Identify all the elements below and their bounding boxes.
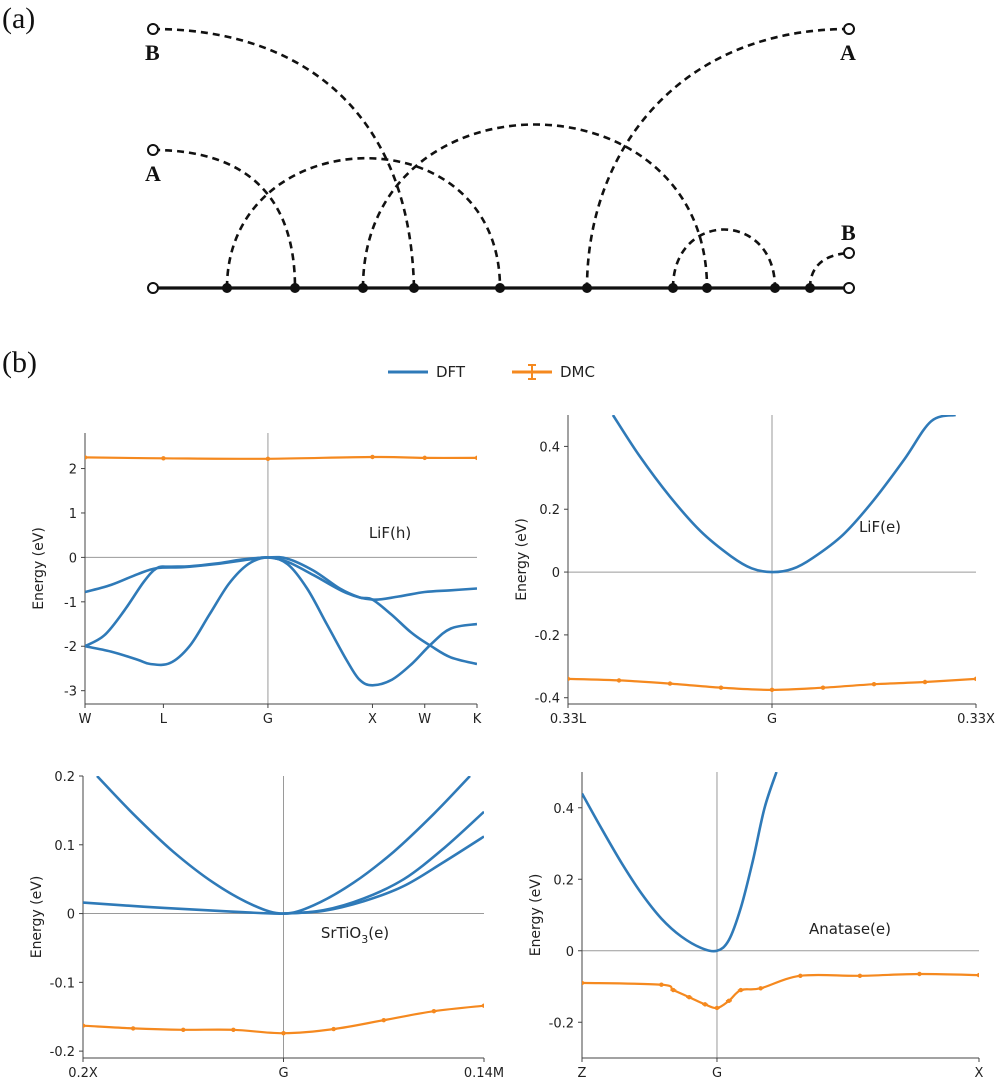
arc-a-right xyxy=(585,27,850,289)
material-label: LiF(e) xyxy=(859,518,901,536)
dmc-line xyxy=(85,455,477,460)
y-axis-title: Energy (eV) xyxy=(29,876,45,959)
y-tick-label: 0.2 xyxy=(539,503,560,518)
y-tick-label: -0.1 xyxy=(50,976,75,991)
diagram-arcs xyxy=(152,27,850,289)
plot-area xyxy=(582,772,979,1011)
port-left-mid xyxy=(147,144,159,156)
y-tick-label: 0 xyxy=(69,551,77,566)
port-left-top xyxy=(147,23,159,35)
node xyxy=(702,283,712,293)
y-axis-title: Energy (eV) xyxy=(514,518,530,601)
x-tick-label: 0.2X xyxy=(68,1066,98,1081)
port-label-right-top: A xyxy=(840,40,856,65)
x-tick-label: Z xyxy=(578,1066,587,1081)
y-tick-label: 1 xyxy=(69,507,77,522)
x-tick-label: G xyxy=(278,1066,288,1081)
y-tick-label: 0 xyxy=(67,908,75,923)
x-tick-label: G xyxy=(712,1066,722,1081)
node xyxy=(582,283,592,293)
diagram-nodes xyxy=(222,283,815,293)
arc-a-left xyxy=(152,148,297,289)
material-label-sub: 3 xyxy=(361,933,368,946)
node xyxy=(805,283,815,293)
y-tick-label: 0.1 xyxy=(54,839,75,854)
material-label: LiF(h) xyxy=(369,524,411,542)
diagram-open-ports xyxy=(147,23,855,294)
arc-b-right xyxy=(808,251,850,289)
node xyxy=(290,283,300,293)
dft-band-1 xyxy=(85,555,477,666)
panel-label-b: (b) xyxy=(2,346,37,379)
node xyxy=(222,283,232,293)
y-tick-label: -2 xyxy=(64,640,77,655)
panel-label-a: (a) xyxy=(2,2,35,35)
dft-band-0 xyxy=(582,772,778,953)
chart-srtio3-e: 0.2 0.1 0 -0.1 -0.2 0.2X G 0.14M Energy (eV) SrTi… xyxy=(29,770,504,1081)
material-label-tail: (e) xyxy=(368,924,389,942)
x-tick-label: X xyxy=(368,712,377,727)
x-tick-label: L xyxy=(160,712,168,727)
node xyxy=(770,283,780,293)
dmc-line xyxy=(582,972,979,1010)
x-tick-label: W xyxy=(79,712,92,727)
x-tick-label: X xyxy=(975,1066,984,1081)
y-tick-label: -3 xyxy=(64,685,77,700)
port-right-top xyxy=(843,23,855,35)
y-tick-label: -0.2 xyxy=(535,629,560,644)
material-label: Anatase(e) xyxy=(809,920,891,938)
y-tick-label: 0.2 xyxy=(54,770,75,785)
y-tick-label: -0.4 xyxy=(535,692,560,707)
dft-band-0 xyxy=(85,556,477,601)
arc-mid-2 xyxy=(361,123,709,289)
y-tick-label: 0 xyxy=(566,945,574,960)
legend-dmc-label: DMC xyxy=(560,363,595,381)
node xyxy=(358,283,368,293)
y-axis-title: Energy (eV) xyxy=(31,527,47,610)
y-tick-label: 0.4 xyxy=(539,440,560,455)
arc-mid-1 xyxy=(225,157,502,289)
y-tick-label: -0.2 xyxy=(50,1045,75,1060)
port-label-right-low: B xyxy=(841,220,856,245)
x-tick-label: 0.33X xyxy=(957,712,995,727)
port-right-low xyxy=(843,247,855,259)
node xyxy=(495,283,505,293)
y-tick-label: 0 xyxy=(552,566,560,581)
node xyxy=(668,283,678,293)
legend: DFT DMC xyxy=(388,363,595,381)
arc-small xyxy=(671,228,777,289)
node xyxy=(409,283,419,293)
y-tick-label: -1 xyxy=(64,596,77,611)
port-label-left-mid: A xyxy=(145,161,161,186)
y-tick-label: 0.2 xyxy=(553,873,574,888)
dft-band-2 xyxy=(85,556,477,687)
port-left-base xyxy=(147,282,159,294)
y-tick-label: -0.2 xyxy=(549,1016,574,1031)
plot-area xyxy=(83,776,484,1036)
x-tick-label: 0.33L xyxy=(550,712,587,727)
port-label-left-top: B xyxy=(145,40,160,65)
x-tick-label: K xyxy=(473,712,482,727)
y-tick-label: 0.4 xyxy=(553,802,574,817)
x-tick-label: 0.14M xyxy=(464,1066,504,1081)
x-tick-label: W xyxy=(418,712,431,727)
plot-area xyxy=(85,454,477,687)
y-axis-title: Energy (eV) xyxy=(528,874,544,957)
x-tick-label: G xyxy=(263,712,273,727)
y-tick-label: 2 xyxy=(69,463,77,478)
legend-dft-label: DFT xyxy=(436,363,466,381)
chart-lif-e: 0.4 0.2 0 -0.2 -0.4 0.33L G 0.33X Energy (eV) LiF… xyxy=(514,415,995,727)
dft-band-2 xyxy=(283,835,484,915)
chart-anatase-e: 0.4 0.2 0 -0.2 Z G X Energy (eV) Anatase(e) xyxy=(528,772,984,1081)
material-label-base: SrTiO xyxy=(321,924,361,942)
x-tick-label: G xyxy=(767,712,777,727)
material-label: SrTiO3(e) xyxy=(321,924,389,946)
port-right-base xyxy=(843,282,855,294)
dft-band-0 xyxy=(611,415,956,574)
plot-area xyxy=(568,415,976,693)
